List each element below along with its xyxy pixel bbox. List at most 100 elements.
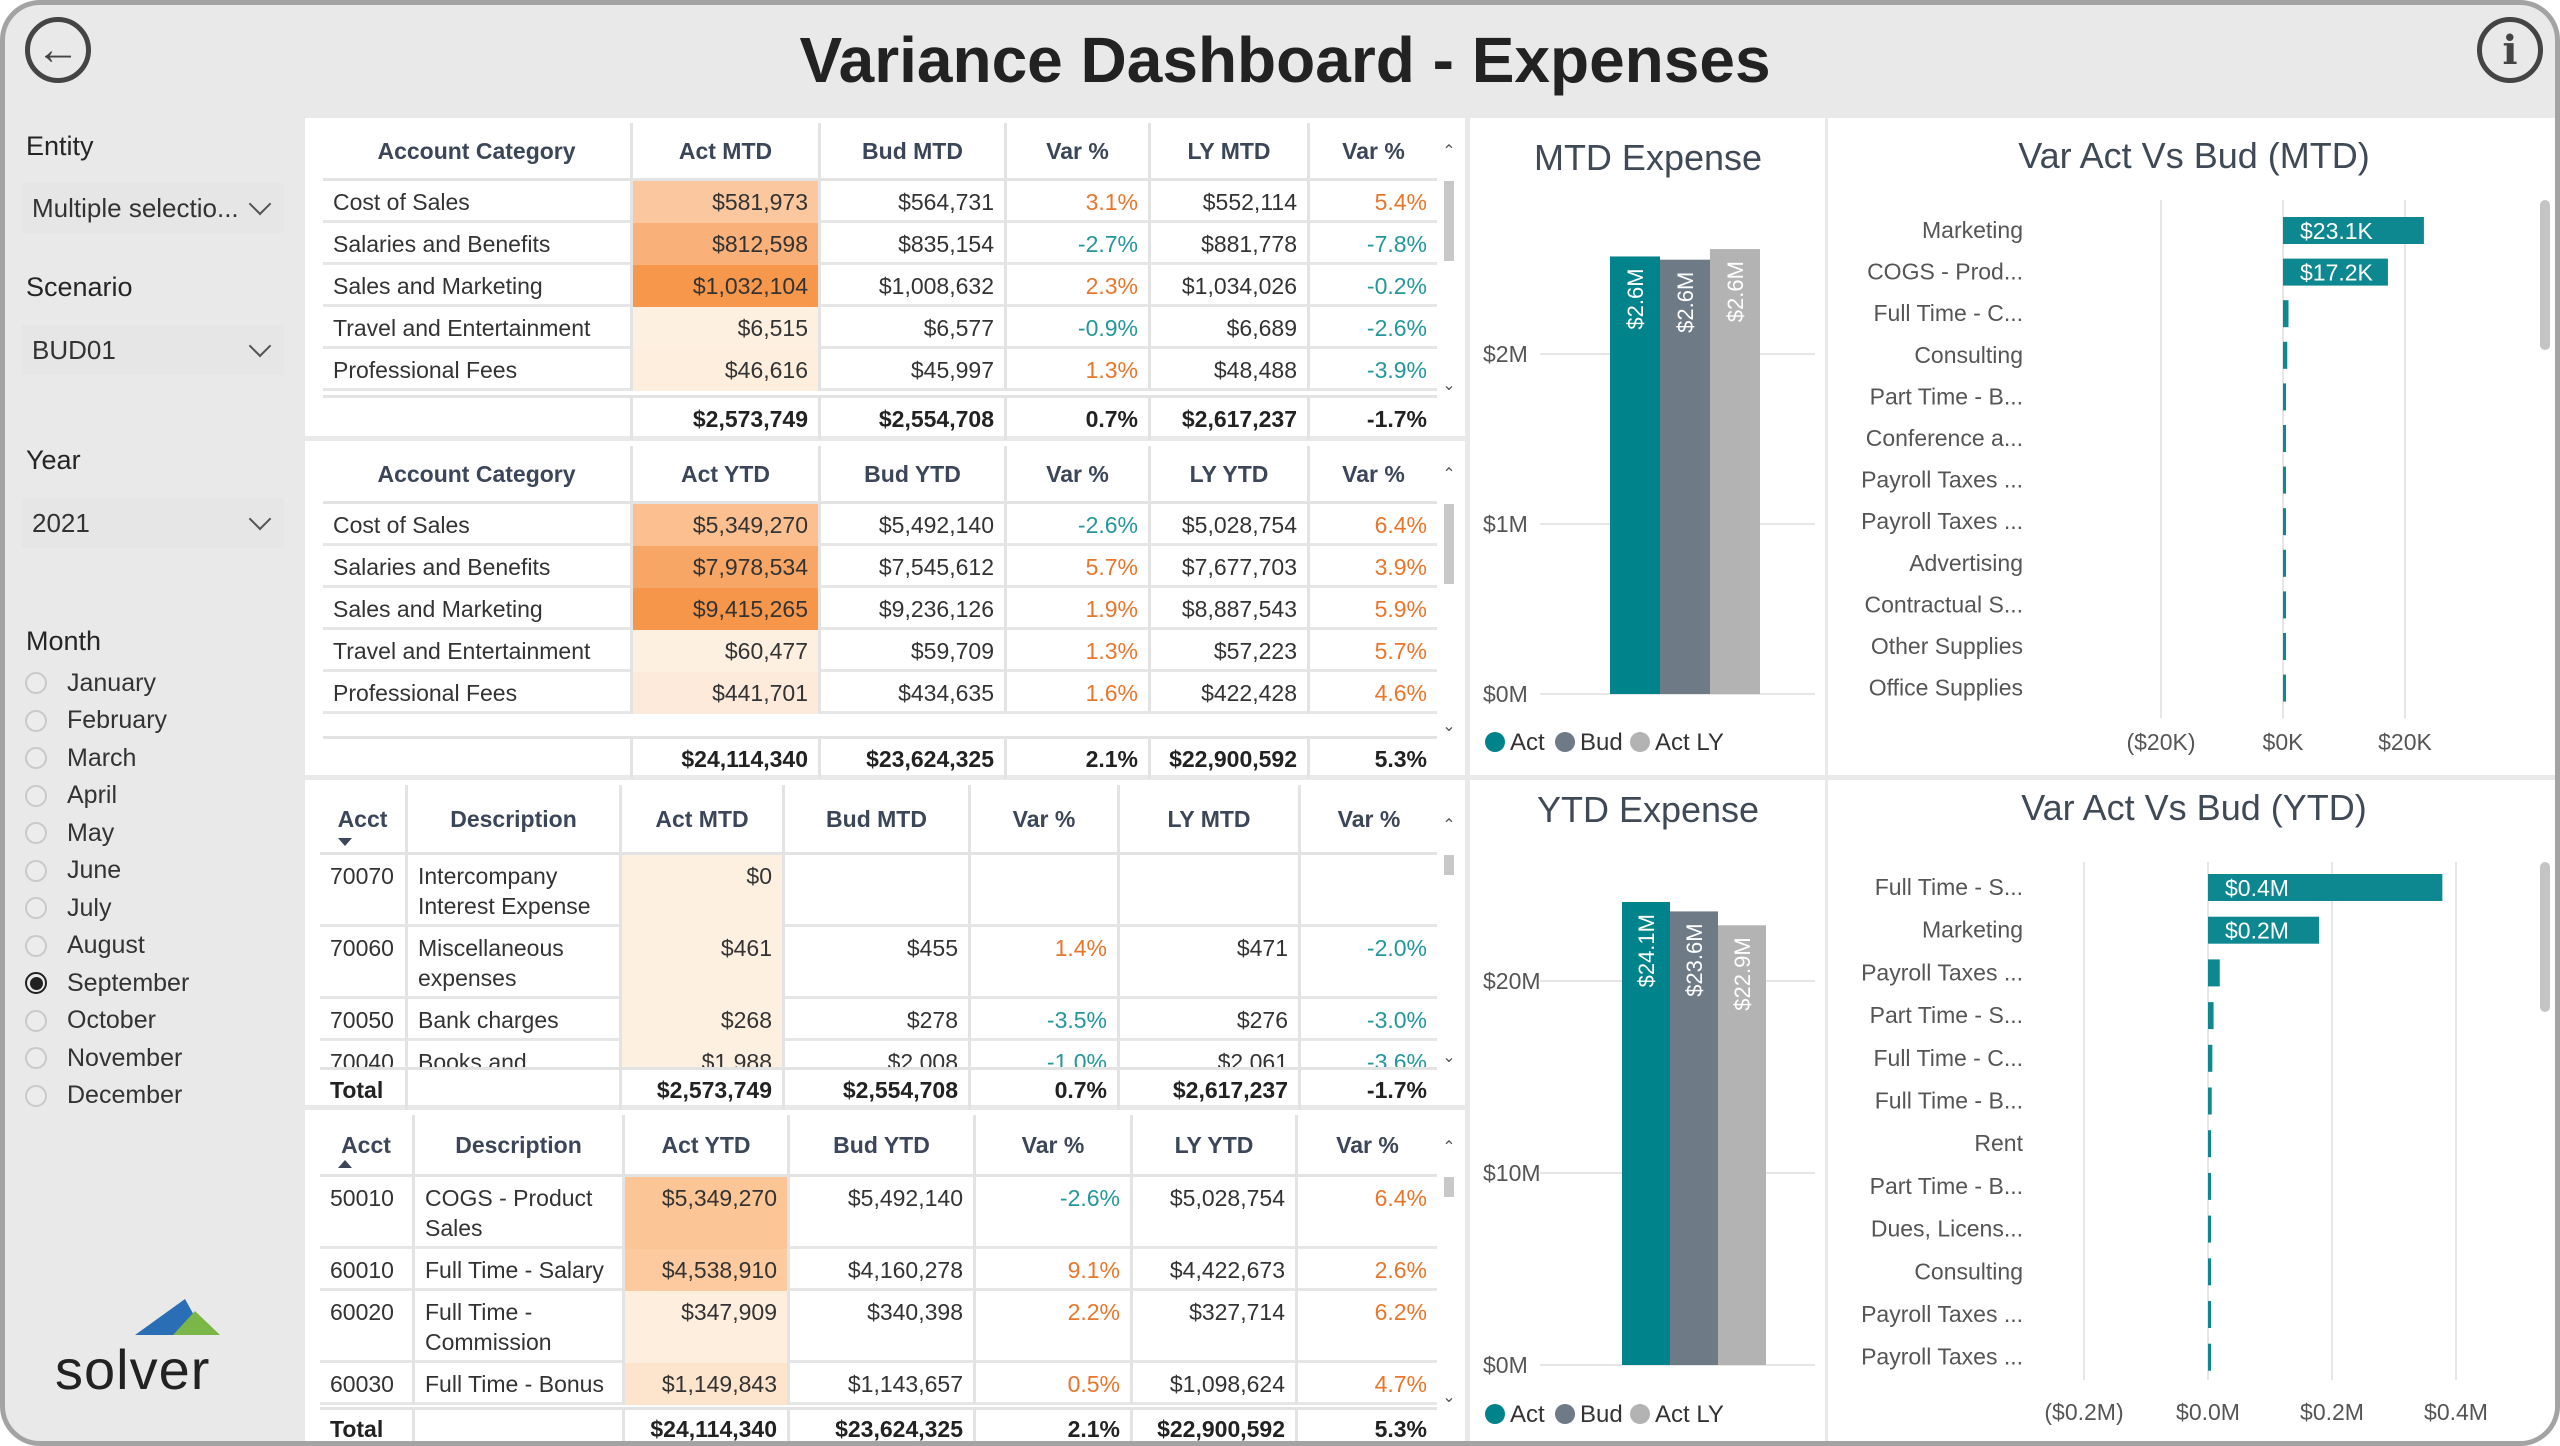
- table-row[interactable]: Salaries and Benefits $812,598 $835,154 -2.…: [323, 223, 1437, 265]
- month-option-september[interactable]: September: [25, 966, 189, 1000]
- table-row[interactable]: Travel and Entertainment $6,515 $6,577 -0.9…: [323, 307, 1437, 349]
- table-scrollbar[interactable]: ⌃ ⌄: [1442, 1137, 1456, 1407]
- column-header[interactable]: Act MTD: [619, 785, 782, 855]
- table-scrollbar[interactable]: ⌃ ⌄: [1442, 141, 1456, 395]
- month-option-october[interactable]: October: [25, 1004, 156, 1038]
- table-row[interactable]: 70040 Books and $1,988 $2,008 -1.0% $2,061 -3.…: [320, 1041, 1437, 1067]
- radio-button[interactable]: [25, 897, 47, 919]
- table-row[interactable]: 60020 Full Time - Commission $347,909 $340,…: [320, 1291, 1437, 1363]
- month-option-july[interactable]: July: [25, 891, 111, 925]
- scroll-up-icon[interactable]: ⌃: [1442, 1139, 1456, 1156]
- table-total-row[interactable]: Total $24,114,340 $23,624,325 2.1% $22,900,5…: [320, 1407, 1437, 1441]
- month-option-november[interactable]: November: [25, 1041, 182, 1075]
- column-header[interactable]: Account Category: [323, 123, 630, 181]
- column-header[interactable]: Acct: [320, 1115, 412, 1177]
- column-header[interactable]: Bud MTD: [818, 123, 1004, 181]
- column-header[interactable]: Var %: [968, 785, 1117, 855]
- month-option-april[interactable]: April: [25, 779, 117, 813]
- table-row[interactable]: 70070 Intercompany Interest Expense $0: [320, 855, 1437, 927]
- table-row[interactable]: 60010 Full Time - Salary $4,538,910 $4,160,…: [320, 1249, 1437, 1291]
- column-header[interactable]: LY MTD: [1117, 785, 1298, 855]
- scroll-thumb[interactable]: [1444, 1177, 1454, 1197]
- column-header[interactable]: Var %: [973, 1115, 1130, 1177]
- table-total-row[interactable]: Total $2,573,749 $2,554,708 0.7% $2,617,237-…: [320, 1067, 1437, 1110]
- table-row[interactable]: Travel and Entertainment $60,477 $59,709 1.…: [323, 630, 1437, 672]
- column-header[interactable]: LY YTD: [1130, 1115, 1295, 1177]
- month-option-june[interactable]: June: [25, 854, 121, 888]
- table-cell: -1.7%: [1307, 398, 1437, 440]
- table-row[interactable]: Cost of Sales $581,973 $564,731 3.1% $552,11…: [323, 181, 1437, 223]
- info-circle-icon[interactable]: i: [2477, 17, 2543, 83]
- sort-up-icon[interactable]: [338, 1160, 352, 1168]
- scenario-dropdown[interactable]: BUD01: [22, 325, 284, 375]
- table-row[interactable]: 50010 COGS - Product Sales $5,349,270 $5,49…: [320, 1177, 1437, 1249]
- radio-button[interactable]: [25, 784, 47, 807]
- scroll-thumb[interactable]: [1444, 181, 1454, 261]
- column-header[interactable]: Var %: [1307, 446, 1437, 504]
- entity-dropdown[interactable]: Multiple selectio...: [22, 183, 284, 233]
- radio-button[interactable]: [25, 1084, 47, 1107]
- category-label: Payroll Taxes ...: [1861, 467, 2023, 493]
- table-row[interactable]: 70060 Miscellaneous expenses $461 $455 1.4% $…: [320, 927, 1437, 999]
- month-option-march[interactable]: March: [25, 741, 136, 775]
- month-option-august[interactable]: August: [25, 929, 145, 963]
- radio-button[interactable]: [25, 859, 47, 882]
- radio-button[interactable]: [25, 1047, 47, 1069]
- scroll-up-icon[interactable]: ⌃: [1442, 817, 1456, 834]
- year-dropdown[interactable]: 2021: [22, 498, 284, 548]
- table-total-row[interactable]: $2,573,749 $2,554,708 0.7% $2,617,237 -1.7%: [323, 395, 1437, 440]
- column-header[interactable]: Act YTD: [622, 1115, 787, 1177]
- scroll-up-icon[interactable]: ⌃: [1442, 143, 1456, 160]
- column-header[interactable]: Bud YTD: [818, 446, 1004, 504]
- table-total-row[interactable]: $24,114,340 $23,624,325 2.1% $22,900,592 5.3…: [323, 736, 1437, 779]
- column-header[interactable]: Act YTD: [630, 446, 818, 504]
- month-option-may[interactable]: May: [25, 816, 114, 850]
- radio-button[interactable]: [25, 747, 47, 769]
- radio-button[interactable]: [25, 972, 47, 994]
- table-row[interactable]: Sales and Marketing $1,032,104 $1,008,632 2…: [323, 265, 1437, 307]
- month-option-february[interactable]: February: [25, 704, 167, 738]
- column-header[interactable]: LY YTD: [1148, 446, 1307, 504]
- column-header[interactable]: LY MTD: [1148, 123, 1307, 181]
- table-row[interactable]: Cost of Sales $5,349,270 $5,492,140 -2.6% $5…: [323, 504, 1437, 546]
- scroll-up-icon[interactable]: ⌃: [1442, 466, 1456, 483]
- column-header[interactable]: Bud MTD: [782, 785, 968, 855]
- table-row[interactable]: Sales and Marketing $9,415,265 $9,236,126 1…: [323, 588, 1437, 630]
- radio-button[interactable]: [25, 934, 47, 957]
- month-option-january[interactable]: January: [25, 666, 156, 700]
- column-header[interactable]: Var %: [1295, 1115, 1437, 1177]
- scroll-down-icon[interactable]: ⌄: [1442, 377, 1456, 394]
- scroll-down-icon[interactable]: ⌄: [1442, 1049, 1456, 1066]
- column-header[interactable]: Bud YTD: [787, 1115, 973, 1177]
- y-tick-label: $10M: [1483, 1160, 1541, 1186]
- column-header[interactable]: Acct: [320, 785, 405, 855]
- column-header[interactable]: Var %: [1004, 123, 1148, 181]
- sort-down-icon[interactable]: [338, 838, 352, 846]
- table-row[interactable]: Professional Fees $46,616 $45,997 1.3% $48,4…: [323, 349, 1437, 391]
- radio-button[interactable]: [25, 1009, 47, 1032]
- table-scrollbar[interactable]: ⌃ ⌄: [1442, 464, 1456, 736]
- scroll-down-icon[interactable]: ⌄: [1442, 1389, 1456, 1406]
- table-row[interactable]: 70050 Bank charges $268 $278 -3.5% $276 -3.0%: [320, 999, 1437, 1041]
- radio-button[interactable]: [25, 709, 47, 732]
- table-scrollbar[interactable]: ⌃ ⌄: [1442, 815, 1456, 1067]
- column-header[interactable]: Var %: [1298, 785, 1437, 855]
- column-header[interactable]: Act MTD: [630, 123, 818, 181]
- column-header[interactable]: Description: [412, 1115, 622, 1177]
- month-option-december[interactable]: December: [25, 1079, 182, 1113]
- radio-button[interactable]: [25, 672, 47, 694]
- table-cell: -2.0%: [1298, 927, 1437, 999]
- scroll-down-icon[interactable]: ⌄: [1442, 718, 1456, 735]
- scroll-thumb[interactable]: [1444, 855, 1454, 875]
- column-header[interactable]: Account Category: [323, 446, 630, 504]
- table-row[interactable]: 60030 Full Time - Bonus $1,149,843 $1,143,6…: [320, 1363, 1437, 1405]
- variance-bar: [2283, 633, 2286, 660]
- column-header[interactable]: Var %: [1307, 123, 1437, 181]
- radio-button[interactable]: [25, 822, 47, 844]
- scroll-thumb[interactable]: [1444, 504, 1454, 584]
- column-header[interactable]: Var %: [1004, 446, 1148, 504]
- column-header[interactable]: Description: [405, 785, 619, 855]
- table-row[interactable]: Salaries and Benefits $7,978,534 $7,545,61…: [323, 546, 1437, 588]
- table-row[interactable]: Professional Fees $441,701 $434,635 1.6% $42…: [323, 672, 1437, 714]
- back-arrow-circle-icon[interactable]: ←: [25, 17, 91, 83]
